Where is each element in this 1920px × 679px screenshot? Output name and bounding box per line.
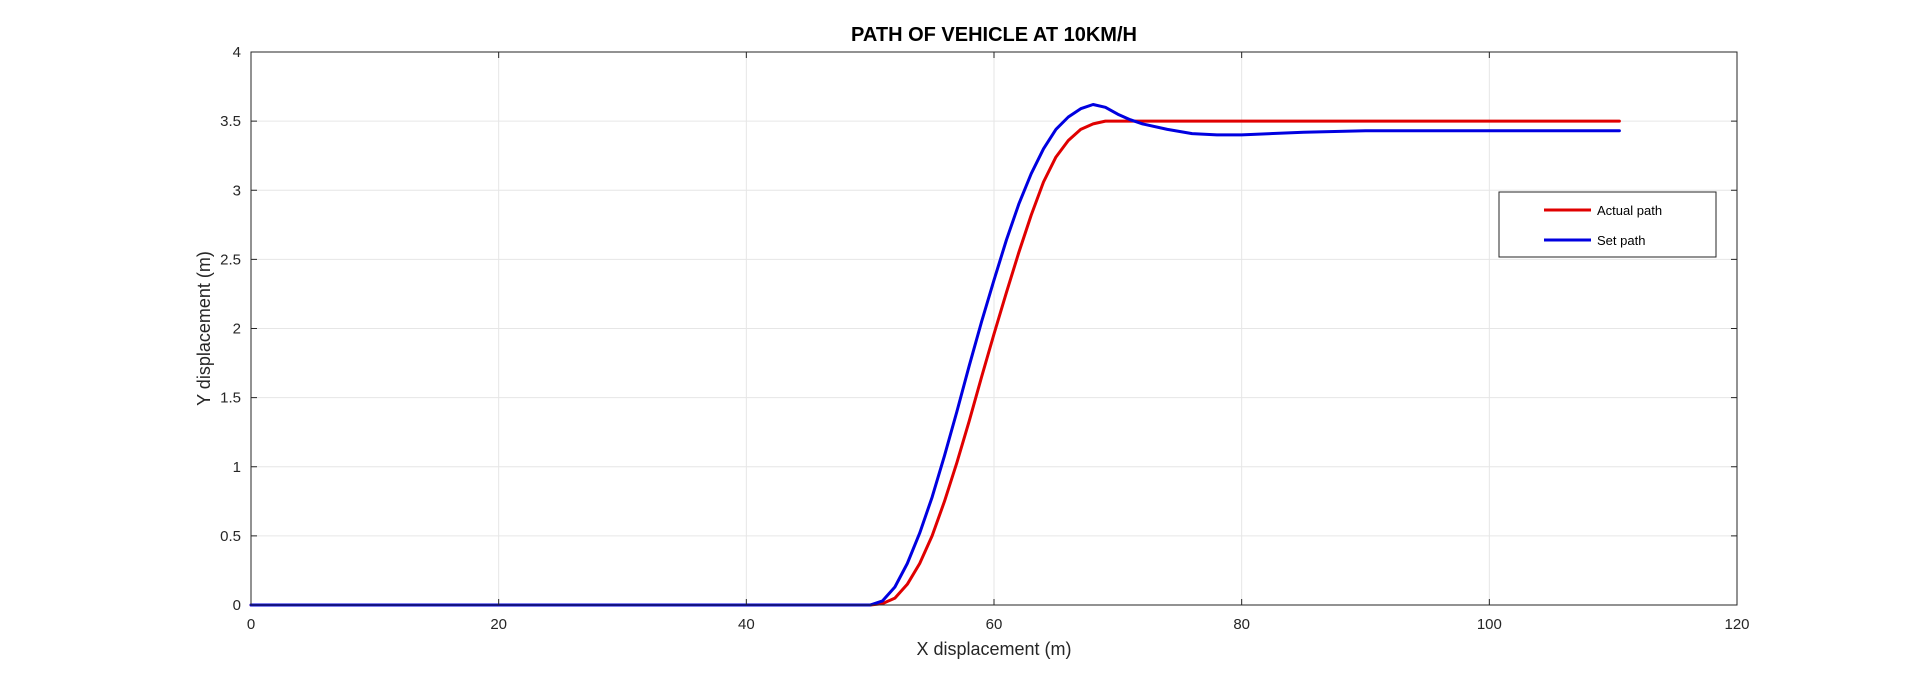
legend-label-1: Set path xyxy=(1597,233,1645,248)
x-tick-label: 0 xyxy=(247,616,255,633)
x-tick-label: 100 xyxy=(1477,616,1502,633)
y-tick-label: 2.5 xyxy=(220,251,241,268)
y-tick-label: 1.5 xyxy=(220,390,241,407)
legend-box xyxy=(1498,191,1717,258)
x-tick-label: 60 xyxy=(986,616,1003,633)
y-tick-label: 1 xyxy=(233,459,241,476)
y-tick-label: 4 xyxy=(233,44,241,61)
axis-ticks: 0 20 40 60 80 100 120 0 0.5 1 1.5 2 2.5 3 3.5 4 xyxy=(220,44,1749,633)
y-tick-label: 0 xyxy=(233,597,241,614)
y-tick-label: 3 xyxy=(233,182,241,199)
x-axis-label: X displacement (m) xyxy=(916,639,1071,659)
y-axis-label: Y displacement (m) xyxy=(194,251,214,406)
chart-title: PATH OF VEHICLE AT 10KM/H xyxy=(851,24,1137,46)
y-tick-label: 0.5 xyxy=(220,528,241,545)
legend: Actual path Set path xyxy=(1498,191,1717,258)
legend-label-0: Actual path xyxy=(1597,203,1662,218)
series-lines xyxy=(249,103,1621,607)
x-tick-label: 80 xyxy=(1233,616,1250,633)
x-tick-label: 120 xyxy=(1724,616,1749,633)
series-line-0 xyxy=(249,119,1621,607)
y-tick-label: 3.5 xyxy=(220,113,241,130)
x-tick-label: 20 xyxy=(490,616,507,633)
series-line-1 xyxy=(249,103,1621,607)
x-tick-label: 40 xyxy=(738,616,755,633)
y-tick-label: 2 xyxy=(233,321,241,338)
